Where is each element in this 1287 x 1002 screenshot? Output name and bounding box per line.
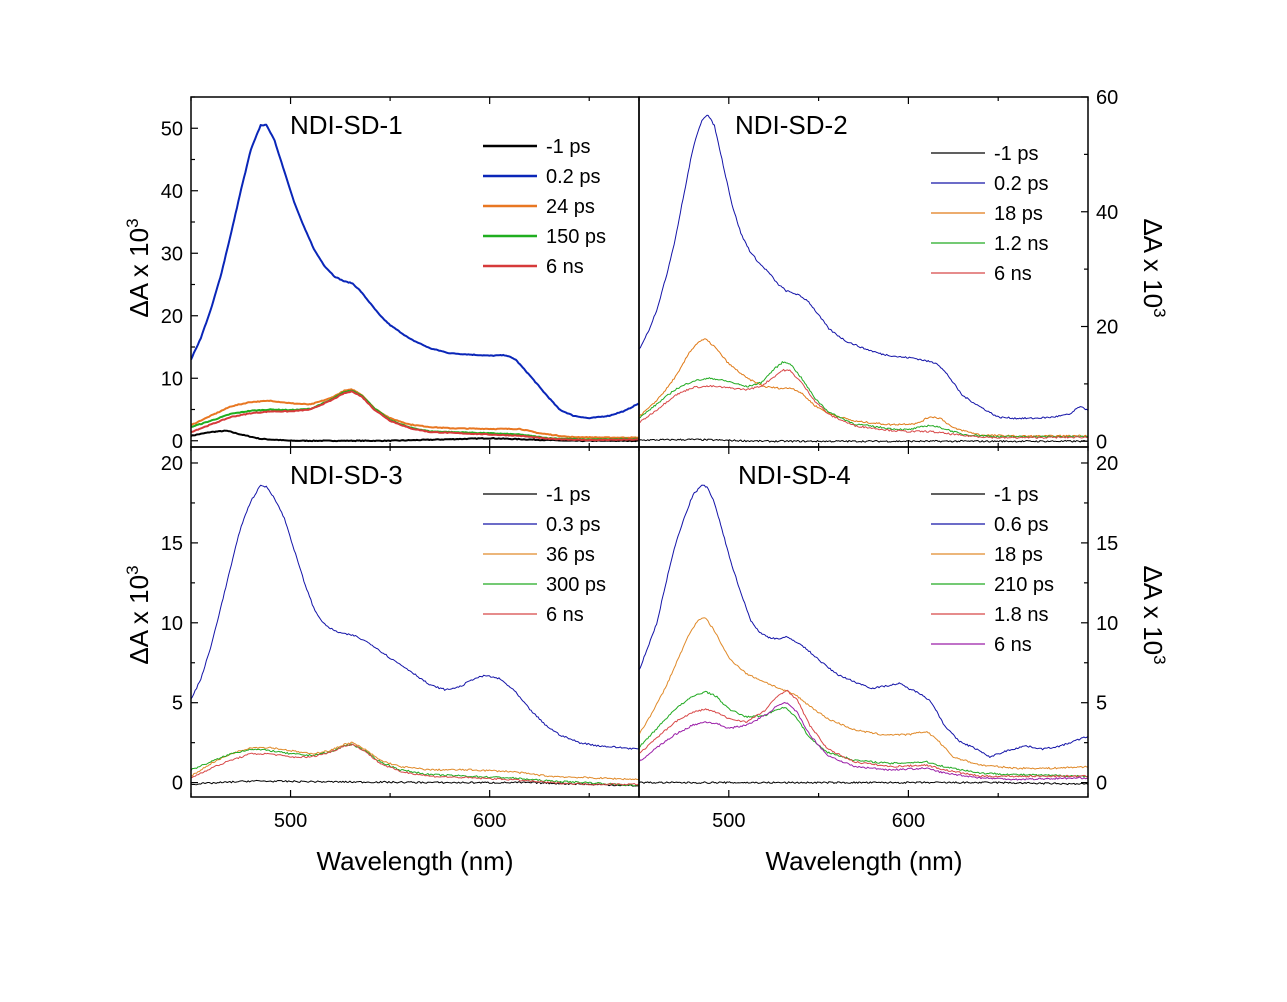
legend-label: 1.8 ns <box>994 604 1048 626</box>
y-tick-label: 60 <box>1096 87 1118 109</box>
y-axis-title-bottom-left: ΔA x 103 <box>123 565 154 664</box>
x-axis-title-left: Wavelength (nm) <box>317 846 514 876</box>
y-tick-label: 20 <box>161 306 183 328</box>
y-axis-title-prefix: ΔA x 10 <box>124 228 154 318</box>
y-tick-label: 0 <box>172 773 183 795</box>
legend-label: -1 ps <box>994 143 1038 165</box>
x-tick-label: 500 <box>274 810 307 832</box>
y-tick-label: 10 <box>161 613 183 635</box>
x-tick-label: 600 <box>473 810 506 832</box>
plot-frame <box>638 446 1089 798</box>
series-line <box>191 743 639 786</box>
series-line <box>639 617 1088 770</box>
legend-label: 0.2 ps <box>546 166 600 188</box>
series-group <box>639 114 1088 443</box>
legend-label: 24 ps <box>546 196 595 218</box>
series-group <box>191 484 639 787</box>
series-line <box>639 689 1088 778</box>
series-group <box>639 484 1088 786</box>
legend-label: 6 ns <box>994 634 1032 656</box>
y-tick-label: 20 <box>1096 317 1118 339</box>
y-tick-label: 5 <box>1096 693 1107 715</box>
legend-label: -1 ps <box>546 136 590 158</box>
legend-label: 300 ps <box>546 574 606 596</box>
y-tick-label: 10 <box>1096 613 1118 635</box>
legend-label: 18 ps <box>994 544 1043 566</box>
legend-label: 210 ps <box>994 574 1054 596</box>
legend-label: 150 ps <box>546 226 606 248</box>
panel-ndi-sd-4: 500 600 0 5 10 15 20 NDI-SD-4 -1 ps 0.6 ps 18 ps 21… <box>638 446 1118 832</box>
legend: -1 ps 0.3 ps 36 ps 300 ps 6 ns <box>483 484 606 626</box>
y-axis-title-prefix: ΔA x 10 <box>124 575 154 665</box>
legend-label: -1 ps <box>994 484 1038 506</box>
series-line <box>191 743 639 787</box>
y-axis-title-prefix: ΔA x 10 <box>1138 565 1168 655</box>
series-line <box>639 781 1088 786</box>
y-tick-label: 0 <box>1096 773 1107 795</box>
y-axis-title-exponent: 3 <box>1150 308 1169 317</box>
y-tick-label: 10 <box>161 368 183 390</box>
series-line <box>639 114 1088 420</box>
y-axis-title-top-right: ΔA x 103 <box>1138 218 1169 317</box>
series-line <box>191 429 639 443</box>
legend-label: 0.6 ps <box>994 514 1048 536</box>
legend-label: 6 ns <box>994 263 1032 285</box>
series-line <box>639 438 1088 443</box>
legend-label: 6 ns <box>546 256 584 278</box>
series-line <box>639 690 1088 778</box>
legend-label: -1 ps <box>546 484 590 506</box>
legend: -1 ps 0.6 ps 18 ps 210 ps 1.8 ns 6 ns <box>931 484 1054 656</box>
series-line <box>191 741 639 781</box>
x-tick-label: 600 <box>892 810 925 832</box>
panel-ndi-sd-3: 500 600 0 5 10 15 20 NDI-SD-3 -1 ps 0.3 ps 36 ps 30… <box>161 446 640 832</box>
panel-title: NDI-SD-3 <box>290 460 403 490</box>
legend-label: 0.2 ps <box>994 173 1048 195</box>
panel-title: NDI-SD-1 <box>290 110 403 140</box>
series-line <box>639 484 1088 758</box>
series-line <box>191 390 639 442</box>
y-tick-label: 50 <box>161 118 183 140</box>
y-tick-label: 15 <box>1096 533 1118 555</box>
y-axis-title-exponent: 3 <box>1150 655 1169 664</box>
x-tick-label: 500 <box>712 810 745 832</box>
series-group <box>191 123 639 443</box>
legend-label: 18 ps <box>994 203 1043 225</box>
y-tick-label: 30 <box>161 243 183 265</box>
legend-label: 36 ps <box>546 544 595 566</box>
y-axis-title-exponent: 3 <box>123 218 142 227</box>
series-line <box>191 484 639 750</box>
panel-title: NDI-SD-2 <box>735 110 848 140</box>
legend-label: 1.2 ns <box>994 233 1048 255</box>
y-tick-label: 40 <box>1096 202 1118 224</box>
series-line <box>639 361 1088 438</box>
y-axis-title-prefix: ΔA x 10 <box>1138 218 1168 308</box>
panel-title: NDI-SD-4 <box>738 460 851 490</box>
legend-label: 0.3 ps <box>546 514 600 536</box>
legend-label: 6 ns <box>546 604 584 626</box>
series-line <box>639 702 1088 781</box>
y-tick-label: 0 <box>1096 431 1107 453</box>
y-tick-label: 40 <box>161 181 183 203</box>
y-axis-title-exponent: 3 <box>123 565 142 574</box>
series-line <box>639 338 1088 438</box>
y-tick-label: 20 <box>1096 453 1118 475</box>
legend: -1 ps 0.2 ps 24 ps 150 ps 6 ns <box>483 136 606 278</box>
series-line <box>191 388 639 439</box>
y-tick-label: 5 <box>172 693 183 715</box>
series-line <box>191 123 639 420</box>
x-axis-title-right: Wavelength (nm) <box>766 846 963 876</box>
legend: -1 ps 0.2 ps 18 ps 1.2 ns 6 ns <box>931 143 1048 285</box>
series-line <box>639 368 1088 439</box>
y-tick-label: 0 <box>172 431 183 453</box>
y-tick-label: 15 <box>161 533 183 555</box>
y-axis-title-top-left: ΔA x 103 <box>123 218 154 317</box>
y-tick-label: 20 <box>161 453 183 475</box>
y-axis-title-bottom-right: ΔA x 103 <box>1138 565 1169 664</box>
panel-ndi-sd-2: 0 20 40 60 NDI-SD-2 -1 ps 0.2 ps 18 ps 1.2 ns 6 n… <box>638 87 1118 453</box>
